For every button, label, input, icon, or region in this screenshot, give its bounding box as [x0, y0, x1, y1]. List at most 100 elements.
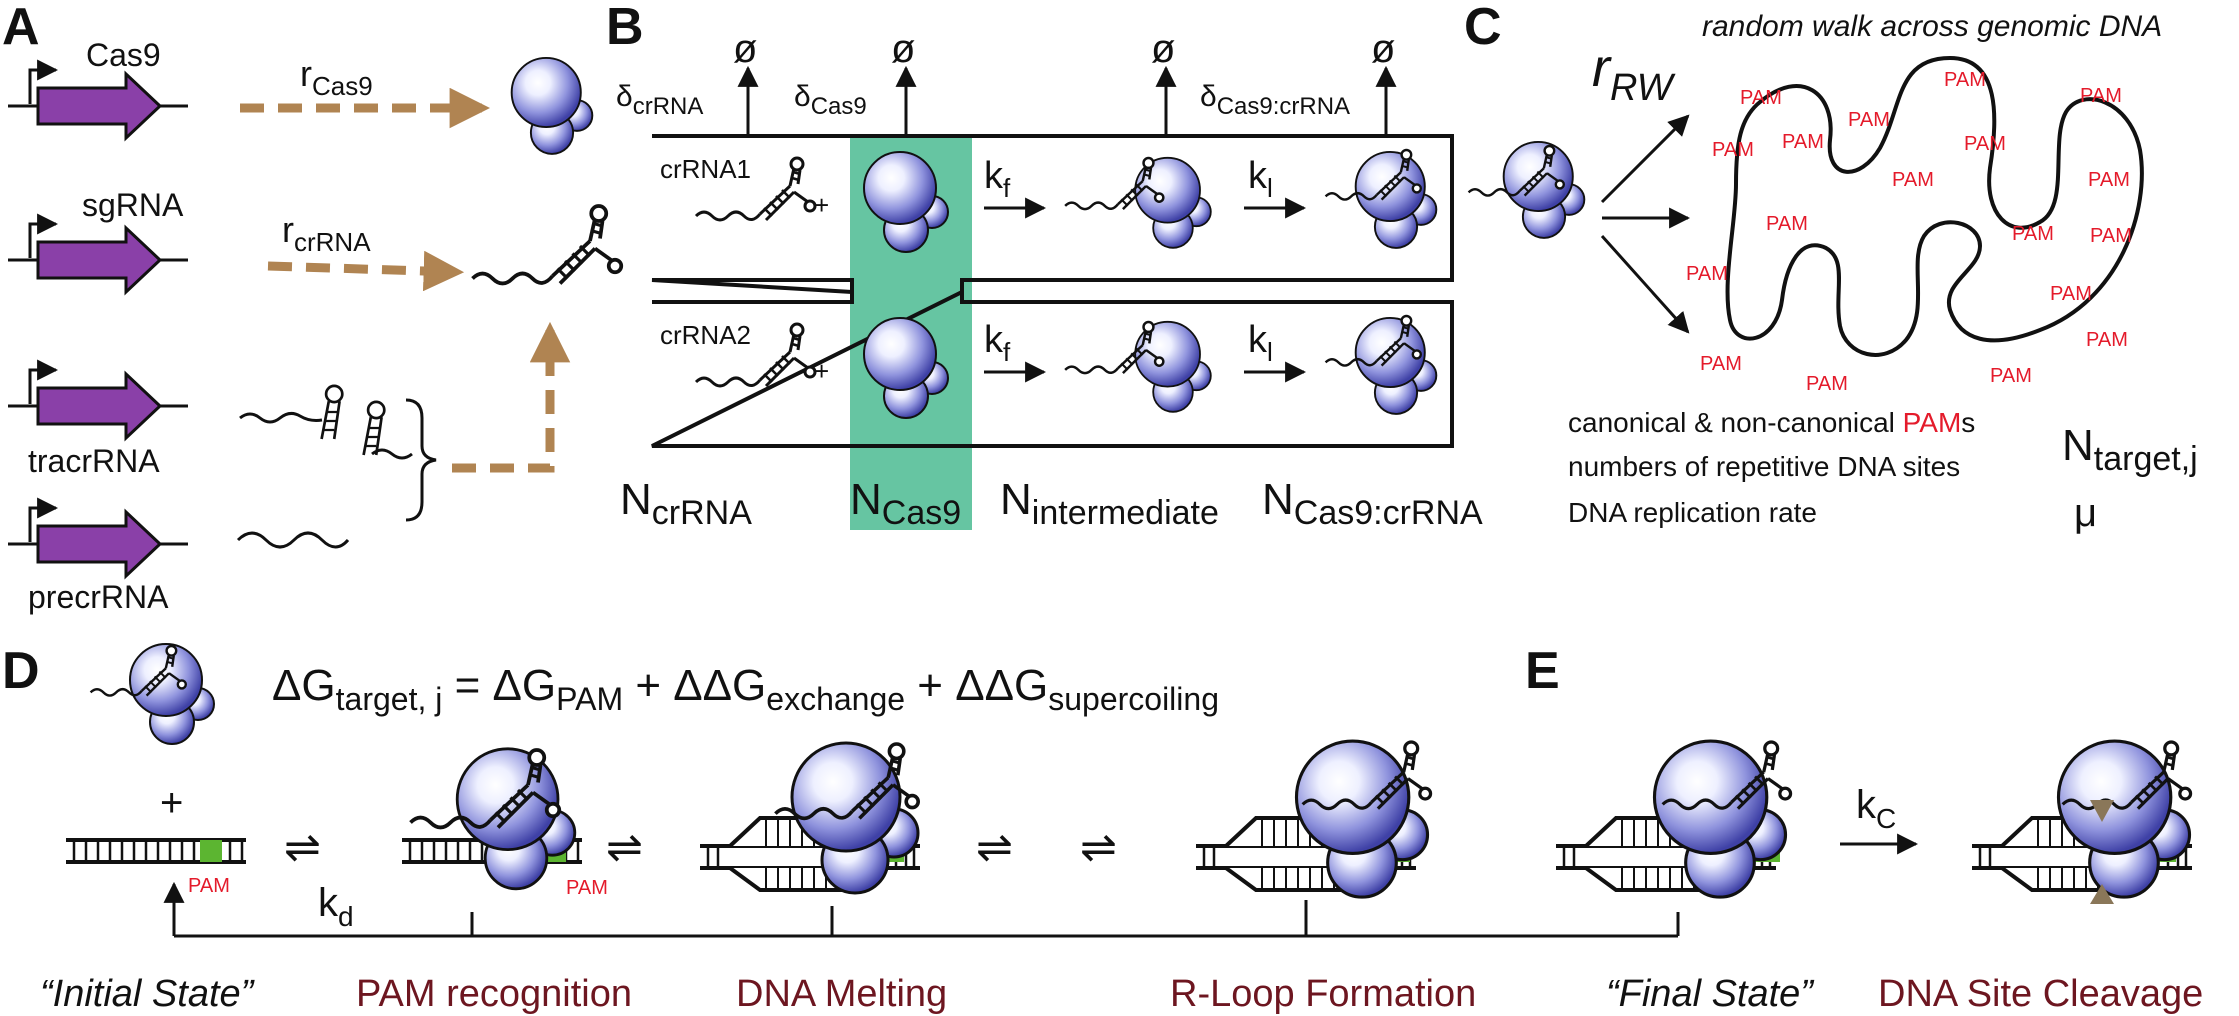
- pam-site-9: PAM: [1892, 169, 1934, 191]
- rate-cas9: rCas9: [300, 53, 373, 101]
- gene-precrrna-icon: [8, 508, 188, 576]
- stage-r-loop-formation: R-Loop Formation: [1170, 973, 1476, 1015]
- walk-arrow-up: [1600, 114, 1690, 204]
- kf-row2: kf: [984, 319, 1011, 367]
- n-intermediate: Nintermediate: [1000, 475, 1219, 532]
- panel-a: Cas9 sgRNA tracrRNA precrRNA rCas9 rcrRN…: [8, 37, 624, 615]
- complex-searching-icon: [1502, 140, 1586, 239]
- pam-site-1: PAM: [1740, 87, 1782, 109]
- null-symbol-3: ø: [1151, 27, 1175, 71]
- n-target: Ntarget,j: [2062, 421, 2198, 478]
- n-cas9: NCas9: [850, 475, 961, 532]
- null-symbol-2: ø: [891, 27, 915, 71]
- kc-rate: kC: [1856, 783, 1896, 834]
- rate-crrna: rcrRNA: [282, 209, 371, 257]
- initial-pam-stripe: [200, 840, 222, 862]
- intermediate-row1-icon: [1134, 156, 1212, 249]
- gene-cas9-icon: [8, 70, 188, 138]
- equilibrium-1: ⇌: [284, 823, 321, 872]
- panel-c: rRW random walk across genomic DNA PAM P…: [1467, 10, 2198, 535]
- panel-label-e: E: [1525, 642, 1560, 700]
- walk-arrow-down: [1600, 234, 1690, 334]
- pam-site-12: PAM: [2012, 223, 2054, 245]
- kf-row1: kf: [984, 155, 1011, 203]
- gene-label-sgrna: sgRNA: [82, 187, 184, 223]
- stage-initial-state: “Initial State”: [40, 973, 256, 1015]
- stage-bracket: [174, 900, 1680, 938]
- panel-e: kC: [1556, 739, 2192, 904]
- pam-site-10: PAM: [1944, 69, 1986, 91]
- precrrna-strand-icon: [236, 531, 350, 549]
- null-symbol-4: ø: [1371, 27, 1395, 71]
- cut-site-bottom-icon: [2090, 884, 2114, 904]
- row1-crrna-label: crRNA1: [660, 154, 751, 184]
- pam-site-6: PAM: [1700, 353, 1742, 375]
- pam-site-17: PAM: [2086, 329, 2128, 351]
- panel-label-c: C: [1464, 0, 1502, 56]
- compartment-row1: [651, 134, 1454, 295]
- crrna-icon: [470, 204, 624, 286]
- pam-site-8: PAM: [1848, 109, 1890, 131]
- tracrrna-strand-icon: [239, 411, 413, 460]
- mu-symbol: μ: [2074, 491, 2097, 535]
- gene-tracrrna-icon: [8, 370, 188, 438]
- compartment-row2: [651, 288, 1454, 448]
- delta-complex: δCas9:crRNA: [1200, 80, 1350, 120]
- kl-row2: kl: [1248, 319, 1273, 367]
- pam-site-14: PAM: [2088, 169, 2130, 191]
- equilibrium-2: ⇌: [606, 823, 643, 872]
- panel-label-b: B: [606, 0, 644, 56]
- rate-random-walk: rRW: [1592, 38, 1676, 109]
- pam-site-18: PAM: [1990, 365, 2032, 387]
- pam-site-4: PAM: [1766, 213, 1808, 235]
- brace-icon: [405, 398, 437, 522]
- stage-dna-site-cleavage: DNA Site Cleavage: [1878, 973, 2203, 1015]
- delta-cas9: δCas9: [794, 80, 867, 120]
- panel-d: ΔGtarget, j = ΔGPAM + ΔΔGexchange + ΔΔGs…: [64, 643, 1680, 938]
- n-cas9-crrna: NCas9:crRNA: [1262, 475, 1483, 532]
- gene-label-precrrna: precrRNA: [28, 579, 169, 615]
- tracrrna-hairpin-icon: [320, 384, 344, 441]
- panel-label-d: D: [2, 642, 40, 700]
- pam-site-2: PAM: [1712, 139, 1754, 161]
- equilibrium-3: ⇌: [976, 823, 1013, 872]
- stage-pam-recognition: PAM recognition: [356, 973, 632, 1015]
- panel-b: ø ø ø ø δcrRNA δCas9 δCas9:crRNA crRNA1 …: [616, 27, 1483, 532]
- pam-site-11: PAM: [1964, 133, 2006, 155]
- kl-row1: kl: [1248, 155, 1273, 203]
- pam-site-15: PAM: [2090, 225, 2132, 247]
- plus-binding: +: [160, 781, 183, 825]
- plus-row2: +: [814, 356, 829, 386]
- note-replication: DNA replication rate: [1568, 497, 1817, 528]
- gene-label-cas9: Cas9: [86, 37, 161, 73]
- cas9-protein-icon: [510, 56, 594, 155]
- pam-site-7: PAM: [1806, 373, 1848, 395]
- equilibrium-4: ⇌: [1080, 823, 1117, 872]
- n-crrna: NcrRNA: [620, 475, 752, 532]
- stage-dna-melting: DNA Melting: [736, 973, 947, 1015]
- cut-site-top-icon: [2090, 800, 2114, 822]
- pam-site-16: PAM: [2050, 283, 2092, 305]
- null-symbol-1: ø: [733, 27, 757, 71]
- free-energy-equation: ΔGtarget, j = ΔGPAM + ΔΔGexchange + ΔΔGs…: [272, 661, 1219, 717]
- dashed-arrow-tracr: [452, 321, 571, 473]
- pam-site-13: PAM: [2080, 85, 2122, 107]
- panel-label-a: A: [2, 0, 40, 56]
- gene-label-tracrrna: tracrRNA: [28, 443, 160, 479]
- row2-crrna-label: crRNA2: [660, 320, 751, 350]
- pam-label-bound: PAM: [566, 877, 608, 899]
- plus-row1: +: [814, 190, 829, 220]
- dashed-arrow-crrna: [267, 250, 465, 292]
- tracrrna-hairpin-icon-2: [362, 400, 386, 457]
- pam-recognition-complex-icon: [455, 747, 577, 891]
- pam-site-5: PAM: [1686, 263, 1728, 285]
- kd-rate: kd: [318, 881, 354, 932]
- pam-label-initial: PAM: [188, 875, 230, 897]
- stage-final-state: “Final State”: [1606, 973, 1815, 1015]
- genomic-dna-loop: [1725, 55, 2144, 357]
- gene-sgrna-icon: [8, 224, 188, 292]
- note-repetitive: numbers of repetitive DNA sites: [1568, 451, 1960, 482]
- intermediate-row2-icon: [1134, 320, 1212, 413]
- random-walk-title: random walk across genomic DNA: [1702, 10, 2162, 43]
